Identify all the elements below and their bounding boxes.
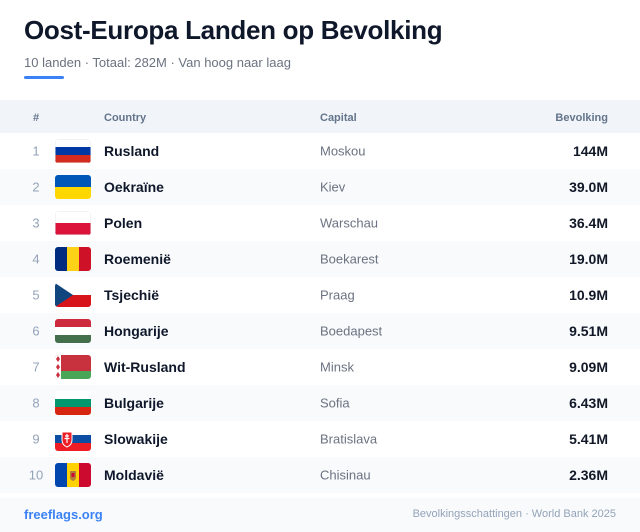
row-capital: Moskou <box>320 143 366 159</box>
row-capital: Bratislava <box>320 431 378 447</box>
row-rank: 7 <box>32 359 40 375</box>
row-population: 5.41M <box>569 431 608 447</box>
column-header-country: Country <box>104 112 147 124</box>
table-row: 6 Hongarije Boedapest 9.51M <box>0 313 640 349</box>
table-row: 7 Wit-Rusland Minsk 9.09M <box>0 349 640 385</box>
russia-flag-icon <box>55 139 91 163</box>
row-capital: Praag <box>320 287 355 303</box>
source-note: Bevolkingsschattingen · World Bank 2025 <box>412 508 616 520</box>
belarus-flag-icon <box>55 355 91 379</box>
row-country: Roemenië <box>104 251 171 267</box>
row-rank: 4 <box>32 251 40 267</box>
poland-flag-icon <box>55 211 91 235</box>
moldova-flag-icon <box>55 463 91 487</box>
slovakia-flag-icon <box>55 427 91 451</box>
row-country: Polen <box>104 215 143 231</box>
row-capital: Boekarest <box>320 251 379 267</box>
row-country: Rusland <box>104 143 160 159</box>
row-capital: Sofia <box>320 395 350 411</box>
row-population: 36.4M <box>569 215 608 231</box>
table-row: 9 Slowakije Bratislava 5.41M <box>0 421 640 457</box>
row-population: 6.43M <box>569 395 608 411</box>
table-row: 1 Rusland Moskou 144M <box>0 133 640 169</box>
hungary-flag-icon <box>55 319 91 343</box>
table-row: 10 Moldavië Chisinau 2.36M <box>0 457 640 493</box>
brand-link[interactable]: freeflags.org <box>24 507 103 522</box>
column-header-rank: # <box>32 112 40 124</box>
row-capital: Minsk <box>320 359 354 375</box>
row-country: Oekraïne <box>104 179 164 195</box>
table-header: # Country Capital Bevolking <box>0 100 640 133</box>
row-capital: Kiev <box>320 179 346 195</box>
row-country: Hongarije <box>104 323 169 339</box>
row-rank: 2 <box>32 179 40 195</box>
row-rank: 8 <box>32 395 40 411</box>
row-population: 10.9M <box>569 287 608 303</box>
page-header: Oost-Europa Landen op Bevolking 10 lande… <box>24 14 443 79</box>
row-population: 39.0M <box>569 179 608 195</box>
table-row: 4 Roemenië Boekarest 19.0M <box>0 241 640 277</box>
row-population: 9.09M <box>569 359 608 375</box>
table-row: 3 Polen Warschau 36.4M <box>0 205 640 241</box>
row-rank: 6 <box>32 323 40 339</box>
row-population: 9.51M <box>569 323 608 339</box>
row-capital: Chisinau <box>320 467 371 483</box>
row-rank: 5 <box>32 287 40 303</box>
column-header-capital: Capital <box>320 112 357 124</box>
page-title: Oost-Europa Landen op Bevolking <box>24 15 443 45</box>
table-row: 2 Oekraïne Kiev 39.0M <box>0 169 640 205</box>
table-row: 5 Tsjechië Praag 10.9M <box>0 277 640 313</box>
row-country: Slowakije <box>104 431 168 447</box>
row-population: 144M <box>572 143 608 159</box>
row-country: Bulgarije <box>104 395 164 411</box>
row-capital: Warschau <box>320 215 379 231</box>
accent-underline <box>24 76 64 79</box>
page-footer: freeflags.org Bevolkingsschattingen · Wo… <box>0 498 640 532</box>
row-population: 2.36M <box>569 467 608 483</box>
column-header-population: Bevolking <box>555 112 608 124</box>
page-subtitle: 10 landen · Totaal: 282M · Van hoog naar… <box>24 55 291 70</box>
population-table: # Country Capital Bevolking 1 Rusland Mo… <box>0 100 640 493</box>
row-rank: 10 <box>28 467 44 483</box>
ukraine-flag-icon <box>55 175 91 199</box>
romania-flag-icon <box>55 247 91 271</box>
row-population: 19.0M <box>569 251 608 267</box>
bulgaria-flag-icon <box>55 391 91 415</box>
row-country: Moldavië <box>104 467 164 483</box>
row-rank: 1 <box>32 143 40 159</box>
row-rank: 3 <box>32 215 40 231</box>
row-capital: Boedapest <box>320 323 383 339</box>
table-row: 8 Bulgarije Sofia 6.43M <box>0 385 640 421</box>
row-rank: 9 <box>32 431 40 447</box>
czechia-flag-icon <box>55 283 91 307</box>
row-country: Tsjechië <box>104 287 159 303</box>
row-country: Wit-Rusland <box>104 359 186 375</box>
